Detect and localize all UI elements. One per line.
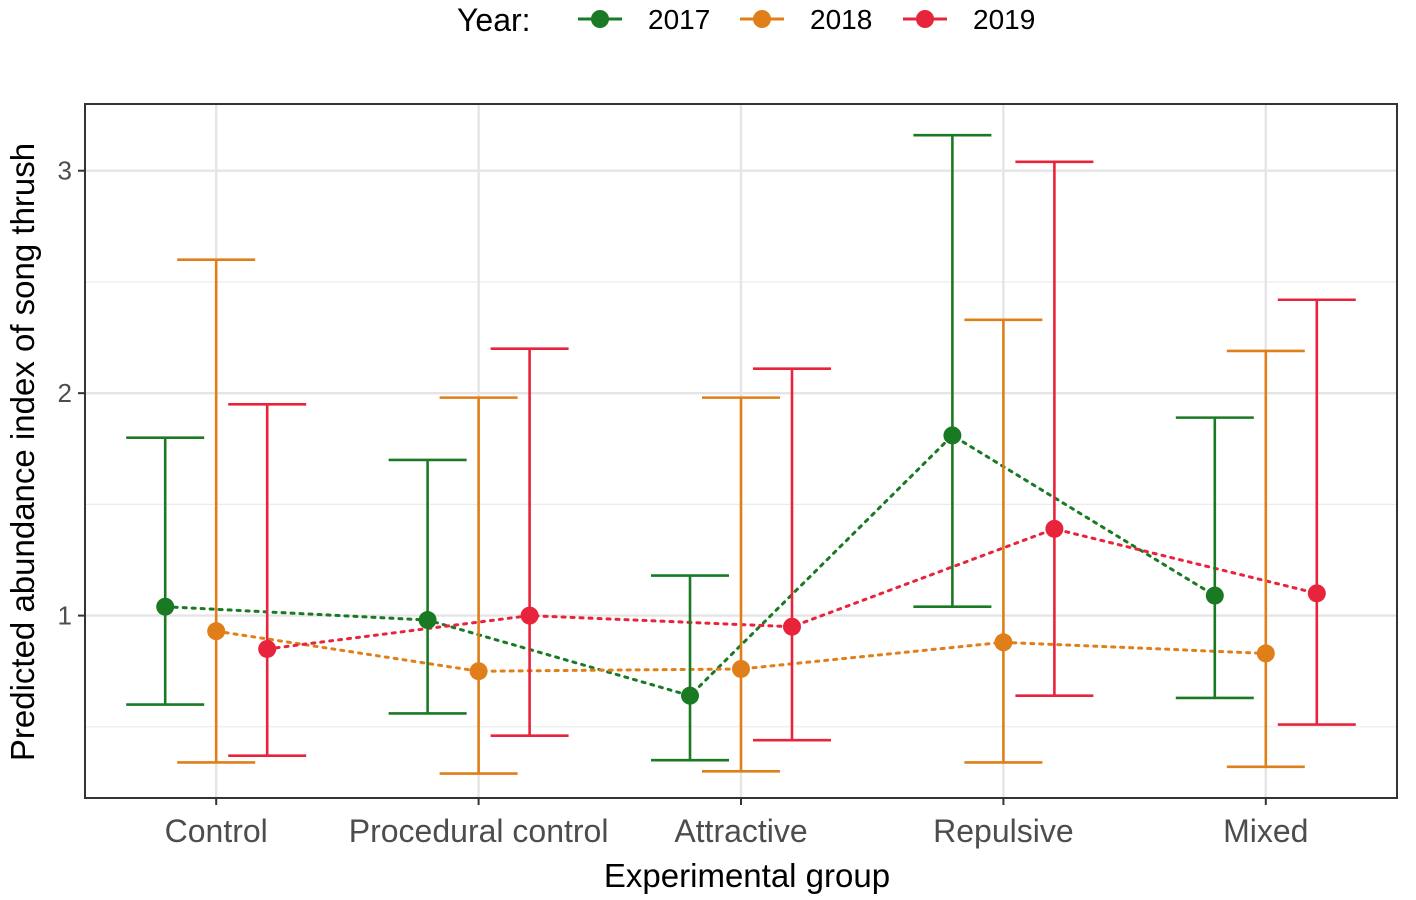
errorbar-2018-mixed (1226, 349, 1305, 769)
errorbar-2017-procedural-control (388, 458, 467, 715)
point-2019-attractive (783, 617, 801, 636)
legend-label: 2017 (648, 4, 710, 35)
errorbar-2018-control (177, 258, 256, 764)
x-tick-label: Attractive (674, 813, 807, 849)
y-axis: 1 2 3 (58, 156, 85, 631)
error-bars (126, 133, 1356, 775)
x-tick-label: Procedural control (349, 813, 609, 849)
errorbar-2019-mixed (1277, 298, 1356, 726)
point-2019-repulsive (1045, 519, 1064, 538)
point-2019-control (258, 639, 277, 658)
y-tick-label: 2 (58, 378, 72, 408)
series-lines (163, 433, 1319, 698)
data-points (156, 426, 1326, 705)
series-line-2017 (163, 433, 1217, 698)
y-axis-title: Predicted abundance index of song thrush (4, 143, 41, 761)
errorbar-2017-control (126, 436, 205, 706)
x-tick-label: Repulsive (933, 813, 1074, 849)
errorbar-2019-procedural-control (490, 347, 569, 738)
x-tick-label: Control (165, 813, 268, 849)
y-tick-label: 1 (58, 601, 72, 631)
legend-key-point (916, 10, 934, 28)
legend-item-2017: 2017 (578, 4, 710, 35)
point-2018-repulsive (994, 633, 1013, 652)
legend: Year: 2017 2018 2019 (457, 2, 1035, 38)
point-2017-procedural-control (418, 611, 437, 630)
errorbar-2018-attractive (702, 396, 780, 773)
x-axis: Control Procedural control Attractive Repul… (165, 798, 1308, 849)
y-tick-label: 3 (58, 156, 72, 186)
errorbar-2019-control (228, 402, 307, 758)
legend-title: Year: (457, 2, 531, 38)
errorbar-2017-repulsive (913, 133, 992, 609)
point-2018-procedural-control (469, 662, 488, 681)
point-2018-mixed (1256, 644, 1275, 663)
point-2018-control (207, 622, 226, 641)
point-2017-repulsive (943, 426, 962, 445)
legend-key-point (753, 10, 771, 28)
point-2018-attractive (732, 659, 750, 678)
point-2017-control (156, 597, 175, 616)
legend-item-2018: 2018 (740, 4, 872, 35)
plot-panel (84, 103, 1398, 799)
errorbar-2017-attractive (651, 574, 729, 762)
legend-label: 2019 (973, 4, 1035, 35)
errorbar-2017-mixed (1175, 416, 1254, 700)
point-2019-mixed (1307, 584, 1326, 603)
errorbar-2018-procedural-control (439, 396, 518, 775)
errorbar-2019-repulsive (1015, 160, 1094, 697)
point-2017-attractive (681, 686, 699, 705)
errorbar-2019-attractive (753, 367, 831, 742)
x-axis-title: Experimental group (604, 857, 890, 894)
legend-item-2019: 2019 (903, 4, 1035, 35)
legend-key-point (591, 10, 609, 28)
point-2019-procedural-control (520, 606, 539, 625)
errorbar-2018-repulsive (964, 318, 1043, 764)
x-tick-label: Mixed (1223, 813, 1308, 849)
legend-label: 2018 (810, 4, 872, 35)
point-2017-mixed (1205, 586, 1224, 605)
